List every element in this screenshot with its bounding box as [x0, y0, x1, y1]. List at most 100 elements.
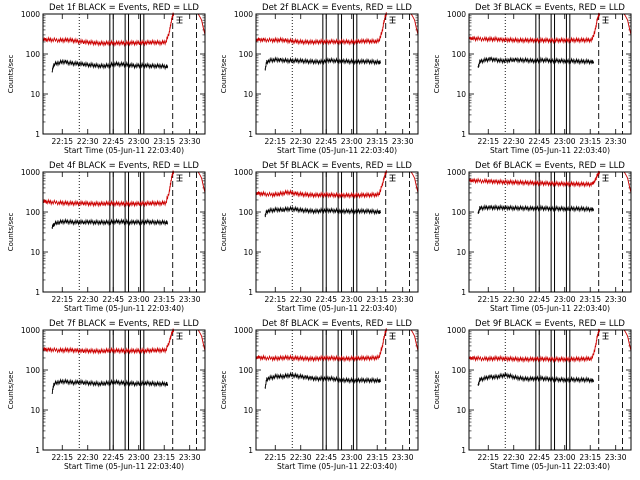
- y-tick-label: 1000: [234, 168, 253, 177]
- y-tick-label: 10: [243, 248, 253, 257]
- lld-series-line: [42, 12, 175, 48]
- y-tick-label: 1: [35, 288, 40, 297]
- y-tick-label: 1000: [447, 10, 466, 19]
- events-series-line: [51, 377, 169, 395]
- y-tick-label: 10: [30, 90, 40, 99]
- y-tick-label: 10: [30, 248, 40, 257]
- flare-marker: [389, 16, 396, 24]
- flare-marker: [602, 332, 609, 340]
- x-tick-label: 23:30: [392, 453, 414, 462]
- x-tick-label: 23:30: [605, 137, 627, 146]
- y-tick-label: 1000: [234, 10, 253, 19]
- events-series-line: [51, 58, 169, 73]
- plot-frame: [42, 329, 206, 451]
- saa-interval-box: [550, 329, 556, 451]
- saa-interval-box: [565, 329, 571, 451]
- saa-interval-box: [109, 13, 114, 135]
- events-series-line: [477, 56, 595, 68]
- x-tick-label: 22:45: [315, 295, 337, 304]
- x-tick-label: 23:30: [179, 137, 201, 146]
- y-tick-label: 10: [456, 406, 466, 415]
- y-tick-label: 1: [461, 446, 466, 455]
- flare-marker: [602, 16, 609, 24]
- x-tick-label: 22:30: [290, 137, 312, 146]
- chart-title: Det 5f BLACK = Events, RED = LLD: [262, 161, 412, 171]
- y-tick-label: 1000: [21, 168, 40, 177]
- x-tick-label: 22:30: [503, 295, 525, 304]
- chart-panel-7: Det 7f BLACK = Events, RED = LLD Counts/s…: [7, 319, 206, 471]
- y-tick-label: 1: [461, 288, 466, 297]
- plot-frame: [255, 13, 419, 135]
- x-tick-label: 22:45: [102, 137, 124, 146]
- x-tick-label: 22:15: [51, 295, 73, 304]
- x-tick-label: 22:15: [51, 137, 73, 146]
- y-tick-label: 1000: [234, 326, 253, 335]
- lld-series-line: [468, 170, 601, 188]
- chart-panel-4: Det 4f BLACK = Events, RED = LLD Counts/s…: [7, 161, 206, 313]
- x-axis-label: Start Time (05-Jun-11 22:03:40): [64, 462, 184, 471]
- saa-interval-box: [550, 171, 556, 293]
- x-axis-label: Start Time (05-Jun-11 22:03:40): [64, 146, 184, 155]
- y-axis-label: Counts/sec: [7, 55, 15, 94]
- x-tick-label: 23:15: [579, 295, 601, 304]
- y-tick-label: 100: [452, 366, 467, 375]
- y-axis-label: Counts/sec: [7, 213, 15, 252]
- x-tick-label: 23:15: [153, 137, 175, 146]
- x-tick-label: 22:15: [477, 295, 499, 304]
- lld-series-line: [410, 13, 419, 36]
- saa-interval-box: [352, 329, 358, 451]
- x-tick-label: 22:30: [290, 453, 312, 462]
- lld-series-line: [255, 12, 388, 46]
- plot-frame: [468, 329, 632, 451]
- x-tick-label: 23:15: [579, 137, 601, 146]
- lld-series-line: [197, 171, 206, 194]
- plot-frame: [468, 171, 632, 293]
- y-axis-label: Counts/sec: [433, 213, 441, 252]
- x-axis-label: Start Time (05-Jun-11 22:03:40): [277, 462, 397, 471]
- y-tick-label: 1000: [21, 10, 40, 19]
- x-tick-label: 22:15: [477, 453, 499, 462]
- y-tick-label: 10: [456, 90, 466, 99]
- y-tick-label: 10: [30, 406, 40, 415]
- flare-marker: [389, 332, 396, 340]
- chart-panel-5: Det 5f BLACK = Events, RED = LLD Counts/s…: [220, 161, 419, 313]
- chart-panel-1: Det 1f BLACK = Events, RED = LLD Counts/s…: [7, 3, 206, 155]
- saa-interval-box: [124, 13, 130, 135]
- chart-panel-9: Det 9f BLACK = Events, RED = LLD Counts/s…: [433, 319, 632, 471]
- x-tick-label: 23:00: [341, 453, 363, 462]
- x-tick-label: 22:30: [290, 295, 312, 304]
- y-tick-label: 100: [239, 50, 254, 59]
- y-axis-label: Counts/sec: [220, 371, 228, 410]
- y-tick-label: 100: [26, 50, 41, 59]
- x-tick-label: 22:15: [477, 137, 499, 146]
- x-tick-label: 22:30: [77, 295, 99, 304]
- events-series-line: [264, 371, 382, 389]
- lld-series-line: [42, 328, 175, 355]
- saa-interval-box: [535, 171, 540, 293]
- x-axis-label: Start Time (05-Jun-11 22:03:40): [277, 304, 397, 313]
- events-series-line: [477, 203, 595, 214]
- lld-series-line: [255, 328, 388, 363]
- saa-interval-box: [535, 13, 540, 135]
- saa-interval-box: [565, 171, 571, 293]
- events-series-line: [477, 372, 595, 386]
- x-tick-label: 23:00: [128, 295, 150, 304]
- x-tick-label: 23:15: [366, 295, 388, 304]
- x-tick-label: 23:15: [366, 137, 388, 146]
- plot-frame: [468, 13, 632, 135]
- x-tick-label: 23:15: [153, 453, 175, 462]
- saa-interval-box: [337, 13, 343, 135]
- saa-interval-box: [352, 171, 358, 293]
- y-tick-label: 100: [239, 366, 254, 375]
- x-tick-label: 23:00: [554, 295, 576, 304]
- x-tick-label: 22:30: [77, 137, 99, 146]
- y-axis-label: Counts/sec: [433, 371, 441, 410]
- x-tick-label: 22:45: [315, 453, 337, 462]
- chart-title: Det 8f BLACK = Events, RED = LLD: [262, 319, 412, 329]
- lld-series-line: [410, 171, 419, 194]
- x-tick-label: 23:00: [341, 295, 363, 304]
- saa-interval-box: [550, 13, 556, 135]
- y-tick-label: 100: [452, 50, 467, 59]
- y-tick-label: 1: [35, 446, 40, 455]
- flare-marker: [602, 174, 609, 182]
